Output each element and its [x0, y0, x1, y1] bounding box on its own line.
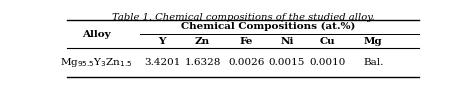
- Text: Y: Y: [158, 37, 166, 46]
- Text: Mg: Mg: [364, 37, 383, 46]
- Text: Ni: Ni: [280, 37, 294, 46]
- Text: Alloy: Alloy: [82, 30, 110, 39]
- Text: Bal.: Bal.: [363, 58, 383, 67]
- Text: Table 1. Chemical compositions of the studied alloy.: Table 1. Chemical compositions of the st…: [111, 13, 374, 22]
- Text: 0.0015: 0.0015: [269, 58, 305, 67]
- Text: Chemical Compositions (at.%): Chemical Compositions (at.%): [181, 22, 355, 31]
- Text: 3.4201: 3.4201: [144, 58, 180, 67]
- Text: Cu: Cu: [319, 37, 335, 46]
- Text: Mg$_{95.5}$Y$_3$Zn$_{1.5}$: Mg$_{95.5}$Y$_3$Zn$_{1.5}$: [60, 56, 132, 69]
- Text: Fe: Fe: [240, 37, 253, 46]
- Text: 0.0026: 0.0026: [228, 58, 265, 67]
- Text: Zn: Zn: [195, 37, 210, 46]
- Text: 0.0010: 0.0010: [309, 58, 346, 67]
- Text: 1.6328: 1.6328: [184, 58, 221, 67]
